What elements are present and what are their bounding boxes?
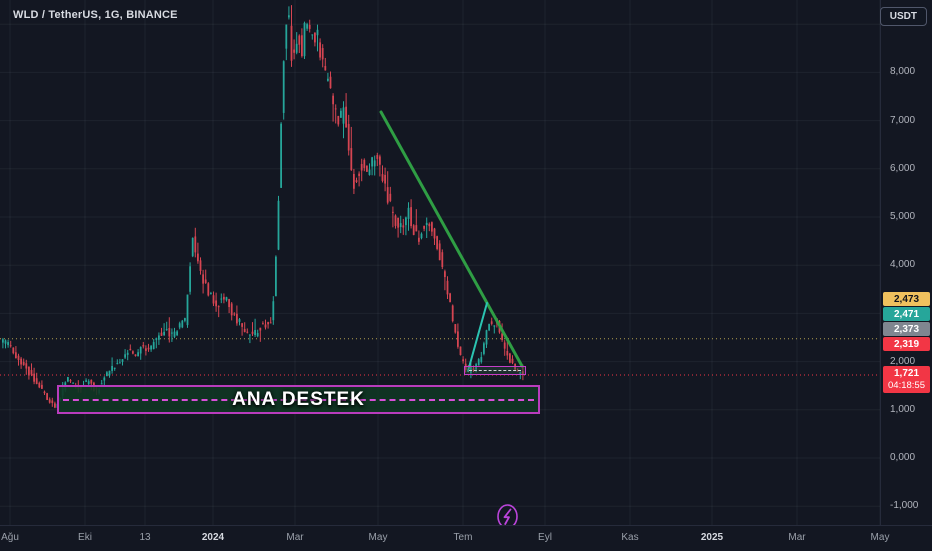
mini-support-box[interactable]: [464, 366, 526, 375]
price-tick-label: 0,000: [890, 452, 916, 463]
time-tick-label: May: [870, 532, 890, 543]
price-tick-label: 4,000: [890, 259, 916, 271]
candlestick-series[interactable]: [2, 5, 524, 411]
price-line-label: 2,373: [883, 322, 930, 336]
green-trendline[interactable]: [379, 110, 524, 368]
time-tick-label: Eyl: [538, 532, 552, 543]
zone-dashed-midline: [469, 369, 521, 371]
price-tick-label: -1,000: [890, 500, 919, 512]
symbol-title: WLD / TetherUS, 1G, BINANCE: [13, 9, 178, 21]
support-zone-label: ANA DESTEK: [232, 388, 365, 410]
time-tick-label: Mar: [286, 532, 304, 543]
currency-button[interactable]: USDT: [879, 7, 927, 26]
time-tick-label: 2024: [201, 532, 225, 543]
price-chart[interactable]: [0, 0, 932, 525]
time-tick-label: 2025: [700, 532, 724, 543]
time-tick-label: Eki: [78, 532, 92, 543]
time-tick-label: Ağu: [1, 532, 19, 543]
time-tick-label: May: [368, 532, 388, 543]
price-tick-label: 5,000: [890, 211, 916, 222]
price-line-label: 2,471: [883, 307, 930, 321]
zone-dashed-midline: [63, 398, 534, 401]
price-tick-label: 6,000: [890, 162, 916, 174]
current-price-value: 1,721: [893, 367, 920, 379]
support-zone-box[interactable]: ANA DESTEK: [57, 385, 540, 414]
price-tick-label: 1,000: [890, 403, 916, 415]
time-tick-label: Mar: [788, 532, 806, 543]
time-axis[interactable]: Ağu Eki 13 2024 Mar May Tem Eyl Kas 2025 Mar May: [0, 525, 932, 551]
bar-countdown: 04:18:55: [888, 379, 925, 391]
price-line-label: 2,473: [883, 292, 930, 306]
price-line-label: 2,319: [883, 337, 930, 351]
cyan-trendline[interactable]: [467, 302, 488, 372]
price-tick-label: 7,000: [890, 114, 916, 126]
price-axis[interactable]: 8,000 7,000 6,000 5,000 4,000 2,000 1,000 0,000…: [880, 0, 932, 525]
current-price-label: 1,721 04:18:55: [883, 366, 930, 393]
time-tick-label: Kas: [621, 532, 639, 543]
price-tick-label: 8,000: [890, 66, 916, 78]
time-tick-label: Tem: [453, 532, 473, 543]
price-tick-label: 2,000: [890, 355, 916, 367]
time-tick-label: 13: [139, 532, 151, 543]
